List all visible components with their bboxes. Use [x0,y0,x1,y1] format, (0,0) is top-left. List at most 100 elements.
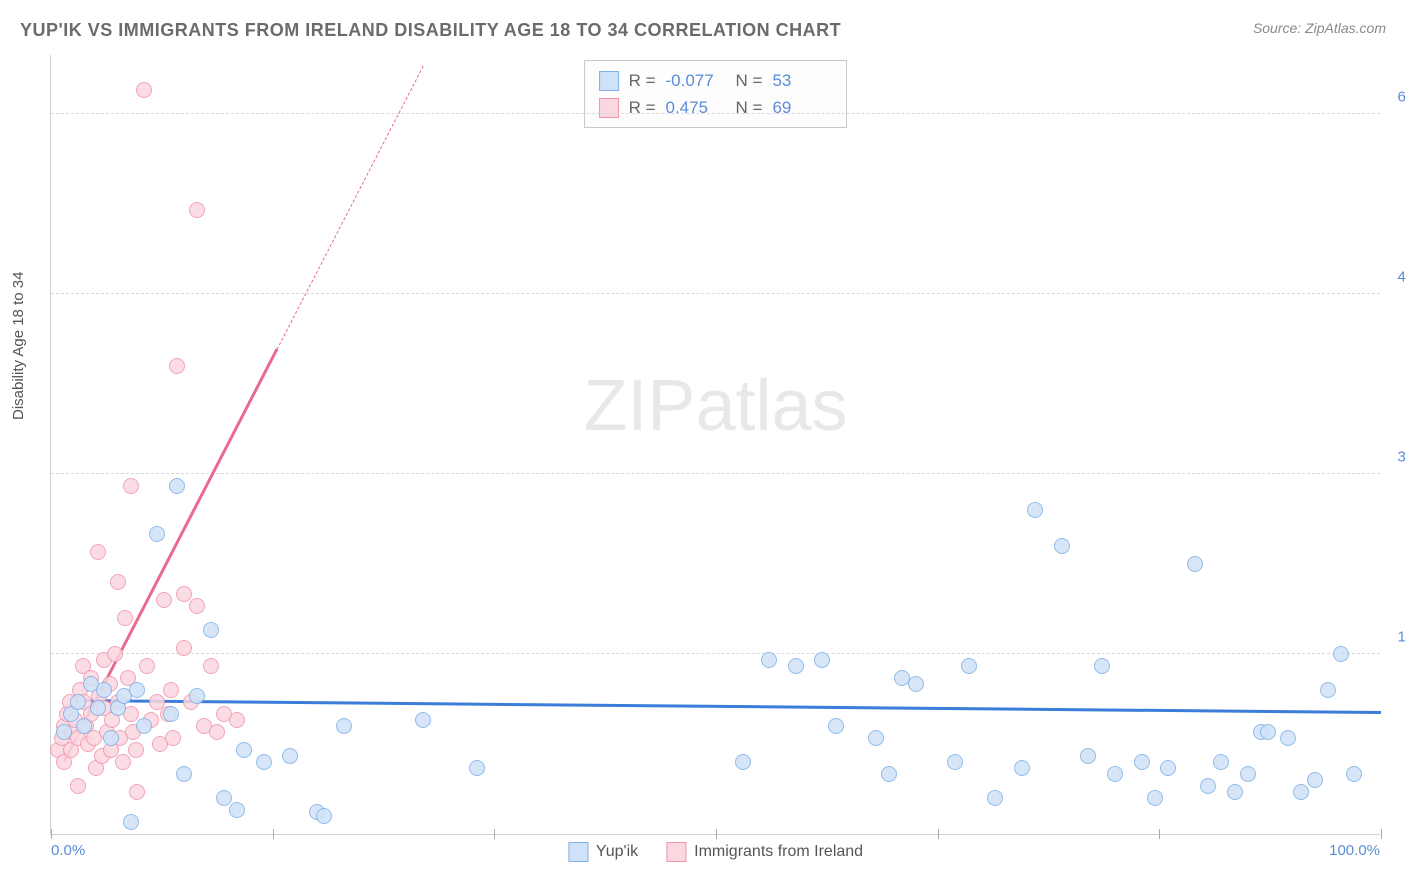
data-point-ireland [90,544,106,560]
data-point-yupik [868,730,884,746]
data-point-yupik [1134,754,1150,770]
gridline-horizontal [51,653,1380,654]
x-tick [716,829,717,839]
data-point-yupik [336,718,352,734]
y-tick-label: 45.0% [1397,269,1406,286]
data-point-yupik [814,652,830,668]
trend-line-yupik [78,699,1381,714]
swatch-yupik-icon [568,842,588,862]
data-point-yupik [1080,748,1096,764]
data-point-ireland [165,730,181,746]
data-point-ireland [70,778,86,794]
data-point-yupik [136,718,152,734]
data-point-ireland [176,586,192,602]
trend-line-dashed-ireland [277,65,424,349]
data-point-yupik [56,724,72,740]
data-point-ireland [117,610,133,626]
data-point-yupik [176,766,192,782]
x-axis-min-label: 0.0% [51,842,85,859]
data-point-ireland [209,724,225,740]
data-point-yupik [96,682,112,698]
series-legend: Yup'ik Immigrants from Ireland [568,842,863,862]
x-axis-max-label: 100.0% [1329,842,1380,859]
data-point-yupik [947,754,963,770]
data-point-yupik [189,688,205,704]
y-tick-label: 30.0% [1397,449,1406,466]
data-point-ireland [123,478,139,494]
r-value-yupik: -0.077 [666,67,726,94]
data-point-yupik [788,658,804,674]
data-point-yupik [169,478,185,494]
data-point-yupik [1200,778,1216,794]
data-point-yupik [229,802,245,818]
data-point-ireland [115,754,131,770]
data-point-ireland [107,646,123,662]
data-point-yupik [1014,760,1030,776]
data-point-yupik [129,682,145,698]
data-point-ireland [189,202,205,218]
y-tick-label: 60.0% [1397,89,1406,106]
watermark: ZIPatlas [583,365,847,447]
data-point-yupik [282,748,298,764]
data-point-yupik [216,790,232,806]
swatch-ireland [599,98,619,118]
data-point-yupik [961,658,977,674]
swatch-ireland-icon [666,842,686,862]
gridline-horizontal [51,113,1380,114]
gridline-horizontal [51,473,1380,474]
legend-item-ireland: Immigrants from Ireland [666,842,863,862]
plot-area: ZIPatlas R = -0.077 N = 53 R = 0.475 N =… [50,55,1380,835]
data-point-ireland [169,358,185,374]
data-point-yupik [90,700,106,716]
correlation-legend: R = -0.077 N = 53 R = 0.475 N = 69 [584,60,848,128]
data-point-yupik [163,706,179,722]
legend-row-yupik: R = -0.077 N = 53 [599,67,833,94]
data-point-yupik [1187,556,1203,572]
data-point-yupik [828,718,844,734]
legend-item-yupik: Yup'ik [568,842,638,862]
data-point-ireland [129,784,145,800]
data-point-yupik [1333,646,1349,662]
data-point-yupik [1280,730,1296,746]
r-value-ireland: 0.475 [666,94,726,121]
data-point-yupik [1054,538,1070,554]
x-tick [1381,829,1382,839]
data-point-yupik [1160,760,1176,776]
data-point-yupik [149,526,165,542]
chart-title: YUP'IK VS IMMIGRANTS FROM IRELAND DISABI… [20,20,841,41]
x-tick [273,829,274,839]
y-axis-label: Disability Age 18 to 34 [10,272,27,420]
y-tick-label: 15.0% [1397,629,1406,646]
legend-row-ireland: R = 0.475 N = 69 [599,94,833,121]
data-point-ireland [156,592,172,608]
x-tick [51,829,52,839]
data-point-yupik [1240,766,1256,782]
data-point-ireland [139,658,155,674]
data-point-ireland [163,682,179,698]
data-point-yupik [76,718,92,734]
data-point-yupik [881,766,897,782]
data-point-yupik [1320,682,1336,698]
x-tick [1159,829,1160,839]
data-point-yupik [1107,766,1123,782]
data-point-ireland [128,742,144,758]
data-point-yupik [1307,772,1323,788]
x-tick [494,829,495,839]
data-point-ireland [110,574,126,590]
data-point-yupik [1293,784,1309,800]
data-point-yupik [1346,766,1362,782]
data-point-yupik [316,808,332,824]
data-point-yupik [908,676,924,692]
gridline-horizontal [51,293,1380,294]
data-point-yupik [70,694,86,710]
data-point-ireland [189,598,205,614]
data-point-yupik [1027,502,1043,518]
source-attribution: Source: ZipAtlas.com [1253,20,1386,36]
data-point-yupik [103,730,119,746]
data-point-yupik [761,652,777,668]
data-point-yupik [1147,790,1163,806]
data-point-yupik [1260,724,1276,740]
data-point-ireland [176,640,192,656]
swatch-yupik [599,71,619,91]
data-point-yupik [1213,754,1229,770]
